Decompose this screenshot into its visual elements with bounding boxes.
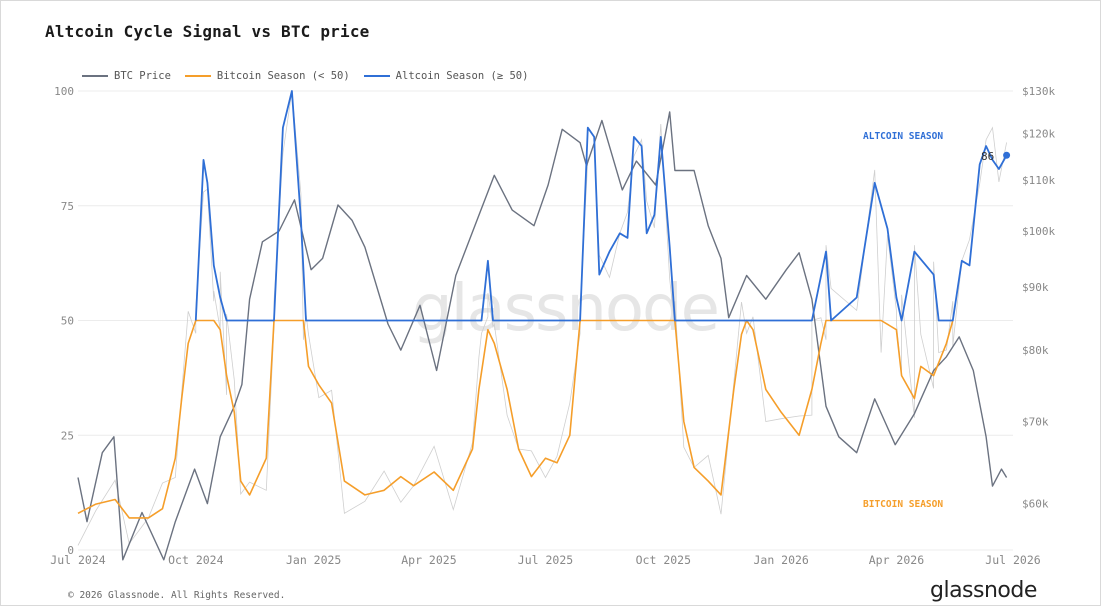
legend-item-bitcoin-season[interactable]: Bitcoin Season (< 50) [184, 70, 350, 82]
y-left-tick-label: 50 [61, 315, 74, 328]
y-right-tick-label: $130k [1022, 85, 1055, 98]
bitcoin-season-line [77, 319, 954, 519]
legend-swatch-bitcoin-season [184, 75, 211, 77]
y-right-tick-label: $120k [1022, 128, 1055, 141]
altcoin-season-annotation: ALTCOIN SEASON [863, 131, 944, 142]
legend-item-altcoin-season[interactable]: Altcoin Season (≥ 50) [363, 70, 529, 82]
copyright: © 2026 Glassnode. All Rights Reserved. [68, 590, 286, 601]
x-tick-label: Jan 2025 [286, 553, 341, 567]
y-left-tick-label: 75 [61, 200, 74, 213]
x-tick-label: Oct 2025 [636, 553, 691, 567]
y-right-tick-label: $90k [1022, 281, 1049, 294]
x-tick-label: Jul 2026 [985, 553, 1040, 567]
y-right-tick-label: $100k [1022, 225, 1055, 238]
legend-label-bitcoin-season: Bitcoin Season (< 50) [216, 70, 350, 82]
legend-swatch-altcoin-season [363, 75, 390, 77]
x-tick-label: Apr 2025 [401, 553, 456, 567]
x-tick-label: Jul 2024 [50, 553, 105, 567]
raw-signal-line [77, 90, 1007, 546]
legend-label-altcoin-season: Altcoin Season (≥ 50) [395, 70, 529, 82]
x-tick-label: Oct 2024 [168, 553, 223, 567]
y-right-tick-label: $70k [1022, 415, 1049, 428]
last-value-label: 86 [981, 150, 995, 163]
legend-item-btc[interactable]: BTC Price [82, 70, 171, 82]
altcoin-season-line [194, 90, 1008, 322]
bitcoin-season-annotation: BITCOIN SEASON [863, 499, 944, 510]
y-left-tick-label: 100 [54, 85, 74, 98]
y-right-tick-label: $60k [1022, 498, 1049, 511]
legend-swatch-btc [82, 75, 108, 77]
y-right-tick-label: $110k [1022, 174, 1055, 187]
last-value-marker [1003, 151, 1011, 159]
x-tick-label: Jan 2026 [753, 553, 808, 567]
y-right-tick-label: $80k [1022, 344, 1049, 357]
x-tick-label: Apr 2026 [869, 553, 924, 567]
chart-title: Altcoin Cycle Signal vs BTC price [45, 22, 370, 41]
btc-price-line [77, 111, 1008, 561]
legend: BTC Price Bitcoin Season (< 50) Altcoin … [82, 70, 528, 82]
brand-logo: glassnode [930, 578, 1037, 603]
y-left-tick-label: 25 [61, 429, 74, 442]
x-tick-label: Jul 2025 [518, 553, 573, 567]
watermark: glassnode [412, 272, 720, 346]
legend-label-btc: BTC Price [114, 70, 171, 82]
y-left-tick-label: 0 [67, 544, 74, 557]
